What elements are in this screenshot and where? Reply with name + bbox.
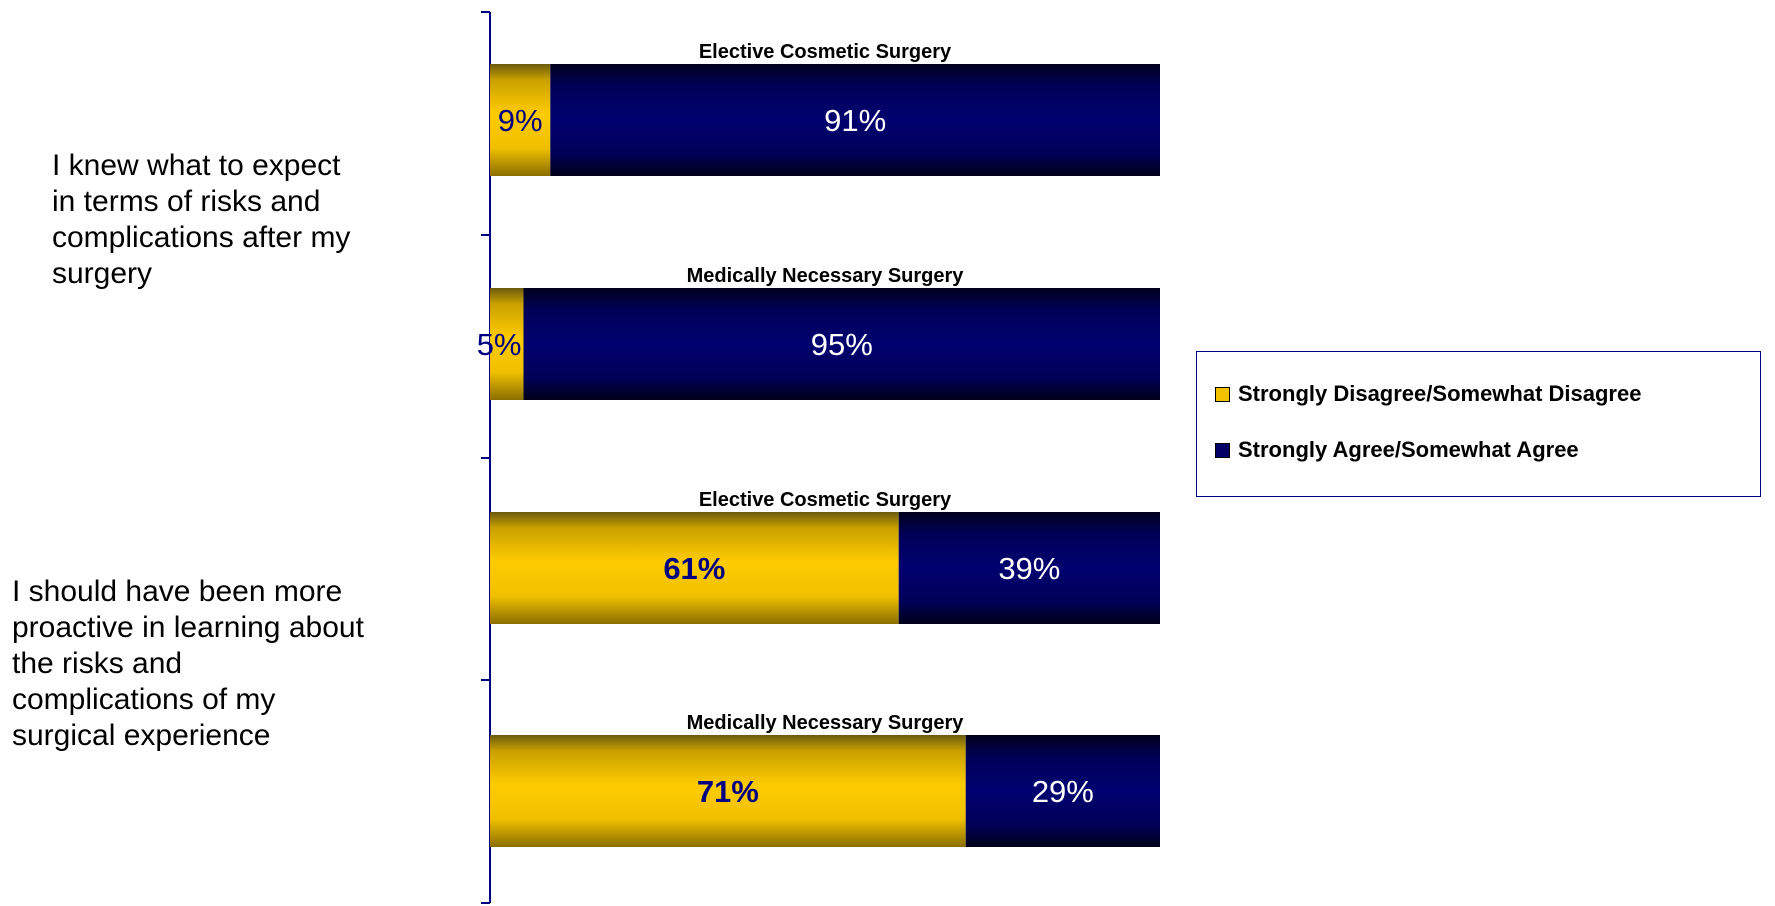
category-label-q2-elective-cosmetic-surgery: Elective Cosmetic Surgery [699,489,952,511]
legend-label-disagree: Strongly Disagree/Somewhat Disagree [1238,381,1642,406]
question-label-2: I should have been more proactive in lea… [12,575,364,752]
legend-item-agree: Strongly Agree/Somewhat Agree [1215,435,1579,465]
category-label-q1-elective-cosmetic-surgery: Elective Cosmetic Surgery [699,41,952,63]
data-label-q2-medically-necessary-surgery-strongly-disagree-somewhat-disagree: 71% [697,774,759,809]
legend-swatch-agree [1215,442,1230,458]
bar-segment-q2-elective-cosmetic-surgery-strongly-disagree-somewhat-disagree [490,512,899,624]
bar-segment-q2-medically-necessary-surgery-strongly-agree-somewhat-agree [965,735,1160,847]
bar-segment-q1-medically-necessary-surgery-strongly-agree-somewhat-agree [523,288,1160,400]
data-label-q1-elective-cosmetic-surgery-strongly-disagree-somewhat-disagree: 9% [498,103,543,138]
bar-segment-q1-elective-cosmetic-surgery-strongly-agree-somewhat-agree [550,64,1160,176]
data-label-q1-medically-necessary-surgery-strongly-agree-somewhat-agree: 95% [811,327,873,362]
data-label-q2-medically-necessary-surgery-strongly-agree-somewhat-agree: 29% [1032,774,1094,809]
category-label-q1-medically-necessary-surgery: Medically Necessary Surgery [687,265,965,287]
bar-segment-q2-elective-cosmetic-surgery-strongly-agree-somewhat-agree [898,512,1160,624]
legend: Strongly Disagree/Somewhat Disagree Stro… [1196,351,1761,497]
bar-segment-q1-medically-necessary-surgery-strongly-disagree-somewhat-disagree [490,288,524,400]
data-label-q2-elective-cosmetic-surgery-strongly-disagree-somewhat-disagree: 61% [663,551,725,586]
data-label-q1-medically-necessary-surgery-strongly-disagree-somewhat-disagree: 5% [477,327,522,362]
bar-segment-q1-elective-cosmetic-surgery-strongly-disagree-somewhat-disagree [490,64,551,176]
question-label-1: I knew what to expect in terms of risks … [52,149,351,290]
legend-item-disagree: Strongly Disagree/Somewhat Disagree [1215,379,1641,409]
category-label-q2-medically-necessary-surgery: Medically Necessary Surgery [687,712,965,734]
bar-segment-q2-medically-necessary-surgery-strongly-disagree-somewhat-disagree [490,735,966,847]
data-label-q2-elective-cosmetic-surgery-strongly-agree-somewhat-agree: 39% [998,551,1060,586]
legend-label-agree: Strongly Agree/Somewhat Agree [1238,437,1579,462]
data-label-q1-elective-cosmetic-surgery-strongly-agree-somewhat-agree: 91% [824,103,886,138]
legend-swatch-disagree [1215,386,1230,402]
